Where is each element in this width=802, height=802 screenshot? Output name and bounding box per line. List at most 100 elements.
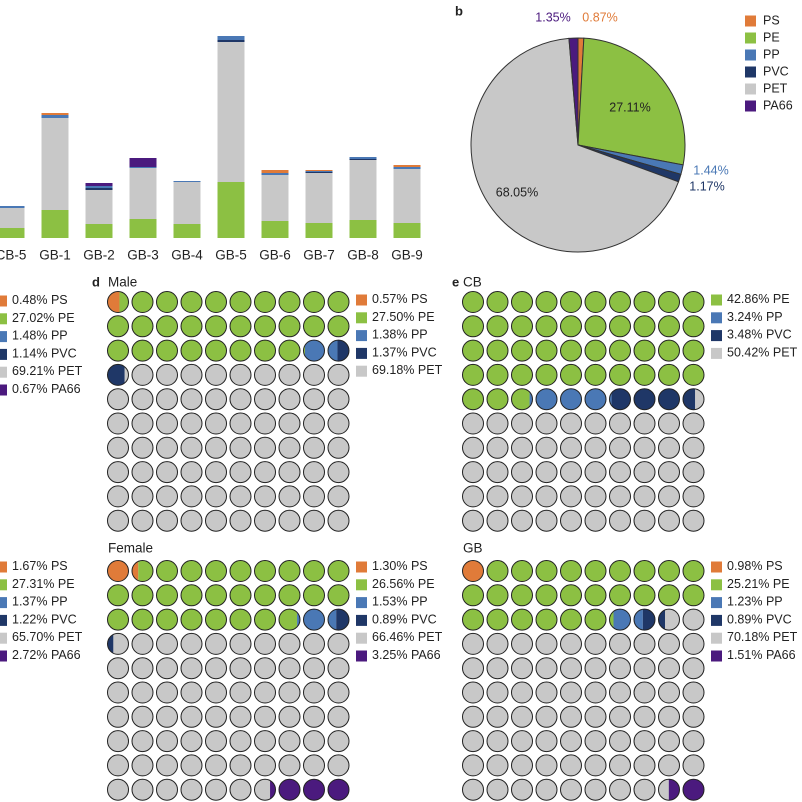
legend-value: 66.46% (372, 630, 414, 644)
waffle-cell-part (536, 510, 557, 532)
waffle-cell (205, 778, 227, 801)
bar-segment (129, 158, 157, 167)
legend-name: PA66 (51, 382, 81, 396)
legend-label: 50.42% PET (727, 346, 798, 360)
waffle-cell (633, 730, 656, 753)
waffle-cell (205, 436, 227, 459)
bar-segment (349, 159, 377, 160)
waffle-cell-part (487, 584, 508, 606)
waffle-cell (511, 485, 533, 508)
waffle-cell (609, 436, 631, 459)
waffle-cell (535, 461, 558, 484)
waffle-cell (682, 584, 705, 607)
waffle-cell-part (107, 560, 129, 582)
legend-name: PS (411, 292, 428, 306)
bar-segment (393, 169, 421, 223)
panel-label: b (455, 3, 463, 18)
waffle-cell (462, 681, 484, 704)
waffle-cell (511, 730, 533, 753)
legend-swatch (0, 295, 7, 307)
waffle-cell (658, 485, 680, 508)
waffle-cell-part (462, 291, 484, 313)
waffle-cell (131, 412, 154, 435)
waffle-cell (486, 608, 509, 631)
waffle-cell (560, 291, 582, 313)
legend-swatch (0, 384, 7, 396)
waffle-cell (584, 412, 607, 435)
waffle-cell (278, 315, 301, 338)
waffle-cell (658, 509, 680, 532)
waffle-cell-part (107, 437, 129, 459)
waffle-cell (327, 657, 350, 680)
waffle-cell-part (107, 754, 129, 776)
waffle-cell-part (536, 413, 557, 434)
data-label: 1.35% (535, 10, 570, 24)
legend-name: PP (766, 310, 783, 324)
waffle-cell-part (634, 754, 655, 776)
waffle-cell-part (279, 437, 300, 459)
waffle-cell-part (529, 388, 533, 410)
waffle-cell (254, 461, 276, 484)
waffle-cell-part (462, 682, 484, 703)
bar-segment (0, 228, 25, 238)
waffle-cell (254, 754, 276, 777)
waffle-cell-part (560, 657, 582, 679)
waffle-cell-part (658, 485, 680, 507)
legend-name: PA66 (766, 648, 796, 662)
legend-value: 1.48% (12, 329, 47, 343)
waffle-cell-part (536, 779, 557, 801)
waffle-cell (131, 560, 154, 582)
bar-segment (261, 173, 289, 175)
waffle-cell (560, 657, 582, 680)
waffle-cell-part (462, 584, 484, 606)
legend-swatch (356, 579, 367, 591)
waffle-cell-part (230, 437, 251, 459)
waffle-cell (303, 339, 325, 362)
waffle-cell-part (107, 730, 129, 752)
waffle-cell-part (181, 340, 202, 362)
waffle-cell-part (279, 754, 300, 776)
legend-name: PS (411, 559, 428, 573)
bar-segment (85, 188, 113, 190)
waffle-cell (327, 461, 350, 484)
waffle-cell (229, 485, 252, 508)
waffle-cell (278, 436, 301, 459)
legend-swatch (711, 294, 722, 306)
bar-segment (173, 182, 201, 224)
waffle-cell (205, 461, 227, 484)
waffle-cell-part (658, 291, 680, 313)
waffle-cell-part (585, 388, 606, 410)
waffle-cell-part (560, 340, 582, 362)
legend-label: 3.48% PVC (727, 328, 792, 342)
waffle-cell-part (511, 437, 533, 459)
waffle-cell-part (328, 779, 349, 801)
waffle-cell-part (609, 364, 631, 386)
waffle-cell (205, 339, 227, 362)
waffle-cell (205, 584, 227, 607)
waffle-cell (278, 705, 301, 728)
waffle-cell (229, 754, 252, 777)
waffle-cell (633, 363, 656, 386)
waffle-cell (584, 560, 607, 582)
legend-swatch (356, 597, 367, 609)
waffle-cell-part (156, 413, 178, 434)
waffle-cell (511, 657, 533, 680)
waffle-cell (462, 657, 484, 680)
waffle-cell-part (560, 706, 582, 728)
waffle-cell (327, 388, 350, 411)
waffle-cell-part (303, 485, 325, 507)
waffle-cell-part (156, 730, 178, 752)
waffle-cell (229, 681, 252, 704)
waffle-cell (486, 412, 509, 435)
waffle-cell (682, 705, 705, 728)
waffle-cell-part (156, 510, 178, 532)
legend-name: PET (418, 630, 443, 644)
bar-segment (173, 224, 201, 238)
waffle-cell-part (107, 340, 129, 362)
waffle-cell-part (585, 730, 606, 752)
waffle-cell-part (230, 730, 251, 752)
waffle-cell (278, 412, 301, 435)
waffle-cell-part (156, 657, 178, 679)
waffle-cell (327, 485, 350, 508)
legend-value: 1.67% (12, 559, 47, 573)
